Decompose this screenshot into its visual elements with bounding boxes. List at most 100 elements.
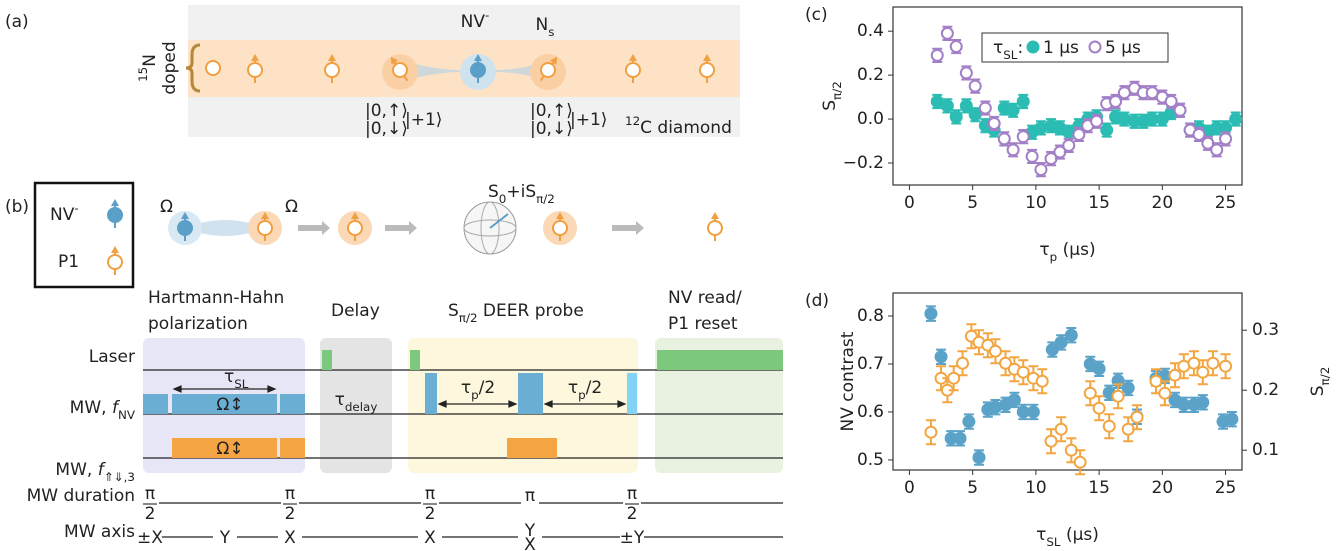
label: |0,↑⟩ [530, 101, 573, 121]
legend-marker [1028, 42, 1039, 53]
text-part: τ [1039, 240, 1049, 260]
text-part: τ [335, 390, 345, 410]
label: π [627, 484, 637, 504]
text-part: S [448, 301, 459, 321]
point [1094, 403, 1105, 414]
label: NV- [461, 8, 490, 33]
spin-body [248, 63, 262, 77]
point [1194, 129, 1205, 140]
panel-label: (c) [805, 5, 828, 25]
spin-body [348, 221, 362, 235]
point [1091, 116, 1102, 127]
label: π [145, 484, 155, 504]
point [951, 41, 962, 52]
spin-body [325, 63, 339, 77]
point [1159, 388, 1170, 399]
label: Delay [331, 301, 380, 321]
x-tick-label: 20 [1152, 478, 1174, 498]
label: π [525, 486, 535, 506]
label: 15N [136, 54, 161, 82]
text-part: p [471, 388, 479, 402]
label: Y [219, 528, 231, 548]
point [942, 100, 953, 111]
legend-box [35, 183, 133, 287]
x-tick-label: 10 [1025, 478, 1047, 498]
point [951, 111, 962, 122]
text-part: S [820, 100, 840, 111]
point [948, 373, 959, 384]
x-tick-label: 20 [1152, 193, 1174, 213]
label: doped [160, 41, 180, 94]
point [1230, 114, 1241, 125]
point [1101, 125, 1112, 136]
point [925, 308, 936, 319]
text-part: 12 [625, 114, 640, 128]
text-part: p [578, 388, 586, 402]
label: π [425, 484, 435, 504]
label: polarization [148, 314, 248, 334]
spin-head [111, 246, 119, 253]
y-axis-label: NV contrast [838, 331, 858, 431]
y-axis-label: Sπ/2 [820, 81, 844, 111]
label: Ω [160, 197, 173, 217]
x-tick-label: 10 [1025, 193, 1047, 213]
label: ±Y [620, 528, 645, 548]
label: ±X [137, 528, 163, 548]
y-tick-label: 0.4 [857, 21, 884, 41]
text-part: - [74, 201, 78, 215]
label: X [424, 528, 436, 548]
point [1066, 445, 1077, 456]
label: π [285, 484, 295, 504]
text-part: DEER probe [478, 301, 584, 321]
point [1110, 96, 1121, 107]
label: X [524, 535, 536, 551]
spin-body [700, 63, 714, 77]
point [925, 427, 936, 438]
point [1132, 412, 1143, 423]
point [1027, 151, 1038, 162]
point [963, 416, 974, 427]
spin-body [708, 221, 722, 235]
text-part: Laser [89, 347, 135, 367]
point [1220, 361, 1231, 372]
row-label: MW axis [64, 522, 135, 542]
point [1085, 388, 1096, 399]
y-tick-label: 0.5 [857, 450, 884, 470]
text-part: 15 [136, 67, 150, 82]
spin-body [178, 221, 192, 235]
spin-head [711, 212, 719, 219]
point [1104, 421, 1115, 432]
spin-head [111, 199, 119, 206]
x-axis-label: τp (μs) [1039, 240, 1095, 264]
y-tick-label: 0.2 [1252, 380, 1279, 400]
spin-body [108, 255, 122, 269]
point [932, 50, 943, 61]
point [1063, 140, 1074, 151]
x-tick-label: 5 [967, 193, 978, 213]
text-part: NV [50, 205, 75, 225]
point [961, 100, 972, 111]
point [961, 67, 972, 78]
point [980, 103, 991, 114]
text-part: (μs) [1061, 525, 1099, 545]
row-label: MW duration [27, 486, 135, 506]
label: Hartmann-Hahn [148, 288, 284, 308]
text-part: s [548, 25, 554, 39]
label: Ω↕ [216, 395, 243, 415]
y-tick-label: 0.7 [857, 354, 884, 374]
text-part: C diamond [640, 118, 732, 138]
text-part: τ [993, 38, 1003, 58]
point [957, 358, 968, 369]
label: (a) [5, 12, 29, 32]
point [970, 81, 981, 92]
point [1028, 406, 1039, 417]
nv-spin [108, 199, 122, 228]
point [1037, 376, 1048, 387]
point [1207, 358, 1218, 369]
point [1056, 337, 1067, 348]
panel-label: (d) [805, 291, 829, 311]
text-part: S [1308, 385, 1328, 396]
x-tick-label: 0 [904, 478, 915, 498]
spins [206, 61, 220, 75]
legend-label: 1 μs [1043, 38, 1079, 58]
